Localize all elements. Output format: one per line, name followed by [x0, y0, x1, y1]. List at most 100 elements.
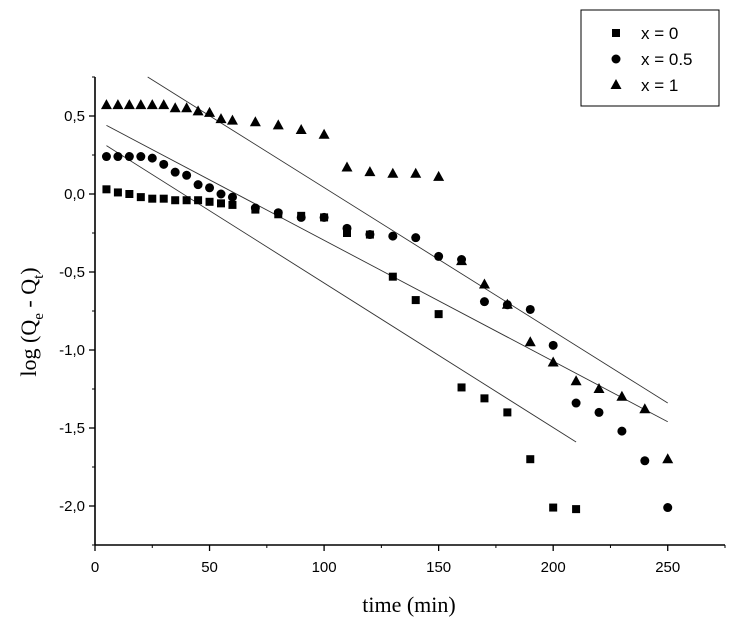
y-tick-label: -1,0 [59, 342, 85, 359]
data-point-x-0 [194, 196, 203, 205]
data-point-x-0-5 [617, 426, 627, 436]
x-tick-label: 100 [312, 559, 337, 576]
data-point-x-1 [112, 99, 124, 110]
data-point-x-1 [226, 114, 238, 125]
data-point-x-1 [295, 124, 307, 135]
y-axis-title: log (Qe - Qt) [16, 267, 47, 376]
data-point-x-0 [136, 193, 145, 202]
data-point-x-1 [616, 390, 628, 401]
data-point-x-1 [192, 105, 204, 116]
data-point-x-0-5 [296, 212, 306, 222]
data-point-x-1 [146, 99, 158, 110]
data-point-x-0 [228, 200, 237, 209]
data-point-x-0-5 [273, 208, 283, 218]
data-point-x-0-5 [136, 152, 146, 162]
data-point-x-0-5 [319, 212, 329, 222]
legend: x = 0 x = 0.5 x = 1 [580, 9, 720, 107]
axes: 0 50 100 150 200 250 0,5 0,0 -0,5 -1,0 -1,5 -2,0 [59, 76, 726, 576]
data-point-x-1 [341, 161, 353, 172]
data-point-x-0 [434, 310, 443, 319]
data-point-x-1 [639, 403, 651, 414]
data-point-x-0 [572, 505, 581, 514]
data-point-x-1 [478, 278, 490, 289]
data-point-x-1 [169, 102, 181, 113]
data-point-x-0 [549, 503, 558, 512]
data-point-x-0-5 [525, 304, 535, 314]
data-point-x-0-5 [182, 170, 192, 180]
data-point-x-0 [526, 455, 535, 464]
data-point-x-0-5 [147, 153, 157, 163]
y-tick-label: -1,5 [59, 420, 85, 437]
y-tick-label: -2,0 [59, 498, 85, 515]
x-axis-title: time (min) [362, 592, 455, 617]
data-point-x-1 [272, 119, 284, 130]
data-point-x-0 [205, 197, 214, 206]
legend-marker-x-0 [612, 29, 620, 37]
data-point-x-0-5 [250, 203, 260, 213]
data-point-x-1 [181, 102, 193, 113]
data-point-x-0 [113, 188, 122, 197]
data-point-x-1 [456, 255, 468, 266]
x-tick-label: 250 [655, 559, 680, 576]
data-point-x-0 [182, 196, 191, 205]
data-point-x-0-5 [479, 297, 489, 307]
data-point-x-0-5 [170, 167, 180, 177]
data-point-x-0-5 [388, 231, 398, 241]
data-point-x-1 [662, 453, 674, 464]
data-point-x-1 [135, 99, 147, 110]
data-point-x-1 [524, 336, 536, 347]
data-point-x-0-5 [113, 152, 123, 162]
data-point-x-0-5 [159, 159, 169, 169]
data-point-x-1 [410, 167, 422, 178]
fit-line-x-0 [106, 145, 577, 443]
data-points [100, 99, 674, 514]
data-point-x-1 [387, 167, 399, 178]
data-point-x-1 [100, 99, 112, 110]
data-point-x-0-5 [216, 189, 226, 199]
legend-label-x-0: x = 0 [641, 24, 678, 43]
data-point-x-1 [547, 356, 559, 367]
data-point-x-0 [480, 394, 489, 403]
data-point-x-1 [593, 383, 605, 393]
fit-lines [106, 76, 668, 443]
fit-line-x-0-5 [106, 124, 668, 423]
data-point-x-0 [159, 194, 168, 203]
data-point-x-0-5 [205, 183, 215, 193]
y-tick-label: -0,5 [59, 264, 85, 281]
y-tick-label: 0,5 [64, 108, 85, 125]
data-point-x-0 [217, 199, 225, 208]
data-point-x-1 [570, 375, 582, 386]
fit-line-x-1 [147, 76, 668, 404]
data-point-x-1 [204, 106, 216, 117]
data-point-x-1 [364, 166, 376, 177]
x-tick-label: 150 [426, 559, 451, 576]
data-point-x-0-5 [101, 152, 111, 162]
legend-box [580, 9, 720, 107]
data-point-x-0-5 [342, 223, 352, 233]
data-point-x-1 [249, 116, 261, 127]
data-point-x-0 [503, 408, 512, 417]
legend-marker-x-1 [610, 79, 622, 89]
data-point-x-1 [501, 298, 513, 309]
data-point-x-0-5 [365, 230, 375, 240]
data-point-x-1 [158, 99, 170, 110]
data-point-x-0 [102, 185, 111, 194]
data-point-x-0-5 [548, 340, 558, 350]
data-point-x-0 [171, 196, 180, 205]
data-point-x-0-5 [193, 180, 203, 190]
data-point-x-0 [388, 272, 397, 281]
x-tick-label: 50 [201, 559, 218, 576]
x-tick-label: 200 [541, 559, 566, 576]
data-point-x-0-5 [227, 192, 237, 202]
data-point-x-0-5 [594, 407, 604, 417]
data-point-x-1 [123, 99, 135, 110]
data-point-x-0-5 [571, 398, 581, 408]
y-tick-label: 0,0 [64, 186, 85, 203]
data-point-x-0-5 [124, 152, 134, 162]
data-point-x-1 [215, 113, 227, 124]
legend-label-x-0-5: x = 0.5 [641, 50, 693, 69]
data-point-x-0 [148, 194, 157, 203]
data-point-x-0-5 [434, 251, 444, 261]
x-tick-label: 0 [91, 559, 99, 576]
